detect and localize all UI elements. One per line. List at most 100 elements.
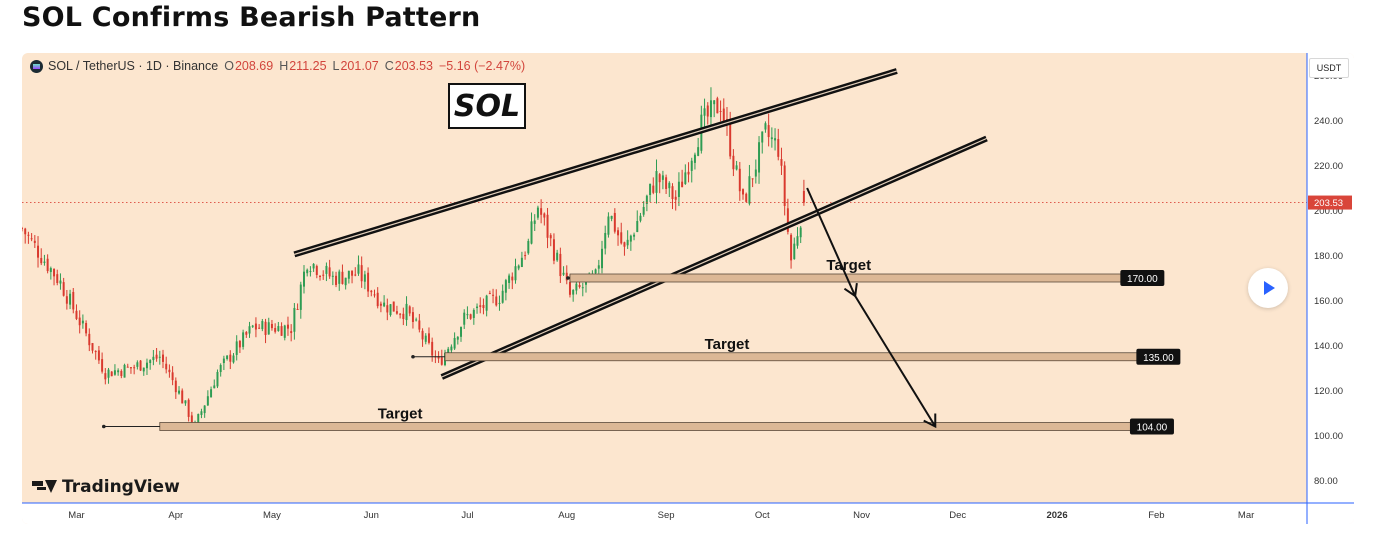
candle (584, 280, 587, 285)
candle (27, 234, 30, 236)
candle (722, 108, 725, 122)
page-title: SOL Confirms Bearish Pattern (22, 2, 481, 33)
candle (309, 271, 312, 273)
currency-badge[interactable]: USDT (1309, 58, 1349, 78)
candle (386, 305, 389, 313)
candle (495, 296, 498, 306)
candle (504, 280, 507, 293)
ohlc-key: O (224, 59, 234, 73)
chart-panel[interactable]: Target 170.00 Target 135.00 Target 104.00 80.… (22, 53, 1354, 524)
candle (552, 239, 555, 261)
candle (178, 390, 181, 394)
candle (274, 328, 277, 332)
last-price-label: 203.53 (1314, 198, 1343, 209)
candle (248, 326, 251, 334)
candle (488, 293, 491, 295)
channel-line-gap (294, 70, 898, 255)
x-tick-label: May (263, 510, 281, 521)
candle (466, 314, 469, 316)
candle (181, 390, 184, 404)
candle (136, 362, 139, 367)
candle (293, 307, 296, 332)
symbol-header[interactable]: SOL / TetherUS · 1D · Binance O208.69 H21… (30, 59, 525, 73)
candle (168, 369, 171, 373)
candle (440, 357, 443, 365)
candle (389, 304, 392, 316)
y-tick-label: 240.00 (1314, 116, 1343, 127)
sol-annotation-label: SOL (448, 83, 526, 129)
candle (456, 336, 459, 340)
candle (447, 348, 450, 354)
candle (799, 227, 802, 238)
candle (639, 215, 642, 221)
tradingview-logo[interactable]: TradingView (32, 477, 180, 497)
last-price-tag (1308, 195, 1352, 210)
candle (367, 272, 370, 292)
candle (594, 269, 597, 274)
candle (344, 277, 347, 286)
candle (761, 131, 764, 143)
candle (203, 405, 206, 414)
candle (107, 369, 110, 378)
drawings: Target 170.00 Target 135.00 Target 104.00 (22, 68, 1307, 435)
candle (363, 274, 366, 282)
candle (581, 287, 584, 289)
candle (607, 216, 610, 235)
play-button[interactable] (1248, 268, 1288, 308)
price-chart[interactable]: Target 170.00 Target 135.00 Target 104.00 80.… (22, 53, 1354, 524)
candle (379, 303, 382, 306)
candle (85, 323, 88, 334)
candle (113, 370, 116, 375)
candle (751, 178, 754, 180)
candle (120, 370, 123, 377)
candle (549, 235, 552, 239)
candle (684, 172, 687, 184)
candle (623, 242, 626, 247)
candle (501, 290, 504, 303)
candle (152, 356, 155, 361)
candle (117, 370, 120, 373)
candle (123, 364, 126, 378)
candle (777, 139, 780, 157)
y-tick-label: 160.00 (1314, 296, 1343, 307)
candle (469, 314, 472, 319)
candle (49, 268, 52, 273)
candle (754, 169, 757, 177)
candle (155, 354, 158, 359)
candle (59, 280, 62, 284)
candle (575, 283, 578, 291)
candles (22, 87, 805, 426)
candle (402, 313, 405, 320)
ohlc-key: C (384, 59, 394, 73)
y-tick-label: 80.00 (1314, 476, 1338, 487)
candle (738, 168, 741, 192)
candle (347, 270, 350, 279)
candle (732, 155, 735, 170)
candle (735, 165, 738, 170)
candle (216, 371, 219, 387)
candle (299, 284, 302, 310)
target-label: Target (378, 406, 423, 423)
ohlc-key: L (332, 59, 340, 73)
candle (620, 232, 623, 244)
candle (652, 185, 655, 193)
candle (482, 304, 485, 309)
candle (338, 271, 341, 284)
candle (405, 303, 408, 321)
candle (261, 321, 264, 330)
candle (395, 311, 398, 314)
candle (472, 309, 475, 318)
candle (46, 258, 49, 272)
candle (533, 220, 536, 224)
candle (40, 257, 43, 264)
solana-logo-icon (30, 59, 43, 73)
candle (91, 343, 94, 351)
candle (617, 230, 620, 236)
x-tick-label: Feb (1148, 510, 1164, 521)
candle (222, 358, 225, 364)
candle (661, 175, 664, 180)
candle (238, 340, 241, 348)
candle (226, 355, 229, 359)
candle (729, 121, 732, 157)
candle (312, 263, 315, 269)
